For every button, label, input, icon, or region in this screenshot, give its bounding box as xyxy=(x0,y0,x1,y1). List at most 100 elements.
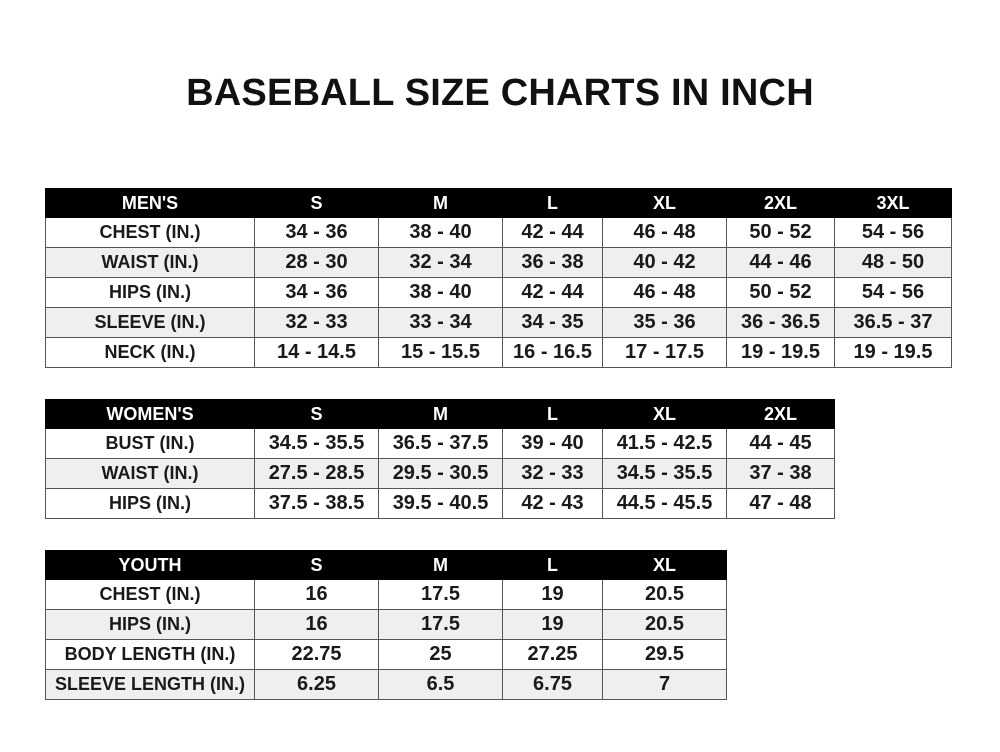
size-header: S xyxy=(254,550,379,580)
size-value: 34 - 35 xyxy=(502,307,603,338)
size-value: 35 - 36 xyxy=(602,307,727,338)
size-value: 27.25 xyxy=(502,639,603,670)
size-value: 17.5 xyxy=(378,609,503,640)
size-header: XL xyxy=(602,188,727,218)
measurement-label: BUST (IN.) xyxy=(45,428,255,459)
size-value: 6.25 xyxy=(254,669,379,700)
size-value: 34 - 36 xyxy=(254,217,379,248)
size-header: L xyxy=(502,188,603,218)
category-header: WOMEN'S xyxy=(45,399,255,429)
size-value: 36.5 - 37.5 xyxy=(378,428,503,459)
size-value: 42 - 44 xyxy=(502,277,603,308)
size-value: 19 - 19.5 xyxy=(726,337,835,368)
size-value: 46 - 48 xyxy=(602,217,727,248)
measurement-label: HIPS (IN.) xyxy=(45,609,255,640)
size-header: 2XL xyxy=(726,188,835,218)
measurement-label: SLEEVE (IN.) xyxy=(45,307,255,338)
size-value: 22.75 xyxy=(254,639,379,670)
size-value: 38 - 40 xyxy=(378,277,503,308)
size-value: 42 - 43 xyxy=(502,488,603,519)
table-row: CHEST (IN.) 34 - 36 38 - 40 42 - 44 46 - 48 5… xyxy=(45,217,952,248)
size-value: 46 - 48 xyxy=(602,277,727,308)
table-row: NECK (IN.) 14 - 14.5 15 - 15.5 16 - 16.5 17 … xyxy=(45,337,952,368)
table-row: BUST (IN.) 34.5 - 35.5 36.5 - 37.5 39 - 40 4… xyxy=(45,428,835,459)
size-value: 40 - 42 xyxy=(602,247,727,278)
size-value: 36.5 - 37 xyxy=(834,307,952,338)
category-header: YOUTH xyxy=(45,550,255,580)
table-row: HIPS (IN.) 37.5 - 38.5 39.5 - 40.5 42 - 43 4… xyxy=(45,488,835,519)
table-row: BODY LENGTH (IN.) 22.75 25 27.25 29.5 xyxy=(45,639,727,670)
size-value: 38 - 40 xyxy=(378,217,503,248)
size-header: M xyxy=(378,188,503,218)
size-header: 2XL xyxy=(726,399,835,429)
size-value: 19 xyxy=(502,579,603,610)
size-value: 50 - 52 xyxy=(726,277,835,308)
size-value: 32 - 33 xyxy=(254,307,379,338)
size-value: 16 xyxy=(254,609,379,640)
size-value: 28 - 30 xyxy=(254,247,379,278)
measurement-label: CHEST (IN.) xyxy=(45,217,255,248)
size-value: 20.5 xyxy=(602,609,727,640)
size-header: XL xyxy=(602,550,727,580)
measurement-label: WAIST (IN.) xyxy=(45,247,255,278)
size-value: 37 - 38 xyxy=(726,458,835,489)
measurement-label: BODY LENGTH (IN.) xyxy=(45,639,255,670)
size-header: M xyxy=(378,550,503,580)
size-header: L xyxy=(502,550,603,580)
table-row: HIPS (IN.) 34 - 36 38 - 40 42 - 44 46 - 48 50… xyxy=(45,277,952,308)
size-value: 36 - 38 xyxy=(502,247,603,278)
size-value: 39 - 40 xyxy=(502,428,603,459)
size-header: 3XL xyxy=(834,188,952,218)
header-row: WOMEN'S S M L XL 2XL xyxy=(45,399,835,429)
size-value: 6.5 xyxy=(378,669,503,700)
size-value: 33 - 34 xyxy=(378,307,503,338)
size-value: 54 - 56 xyxy=(834,277,952,308)
size-value: 36 - 36.5 xyxy=(726,307,835,338)
mens-size-table: MEN'S S M L XL 2XL 3XL CHEST (IN.) 34 - 36 38 - 4… xyxy=(45,188,952,368)
size-value: 50 - 52 xyxy=(726,217,835,248)
size-value: 54 - 56 xyxy=(834,217,952,248)
size-header: S xyxy=(254,188,379,218)
header-row: MEN'S S M L XL 2XL 3XL xyxy=(45,188,952,218)
size-value: 7 xyxy=(602,669,727,700)
size-value: 47 - 48 xyxy=(726,488,835,519)
size-value: 6.75 xyxy=(502,669,603,700)
womens-size-table: WOMEN'S S M L XL 2XL BUST (IN.) 34.5 - 35.5 36.5… xyxy=(45,399,835,519)
category-header: MEN'S xyxy=(45,188,255,218)
size-header: M xyxy=(378,399,503,429)
size-value: 32 - 34 xyxy=(378,247,503,278)
size-value: 14 - 14.5 xyxy=(254,337,379,368)
size-value: 25 xyxy=(378,639,503,670)
size-value: 16 xyxy=(254,579,379,610)
size-header: XL xyxy=(602,399,727,429)
measurement-label: WAIST (IN.) xyxy=(45,458,255,489)
table-row: SLEEVE (IN.) 32 - 33 33 - 34 34 - 35 35 - 36… xyxy=(45,307,952,338)
size-value: 29.5 xyxy=(602,639,727,670)
measurement-label: CHEST (IN.) xyxy=(45,579,255,610)
size-value: 37.5 - 38.5 xyxy=(254,488,379,519)
size-value: 42 - 44 xyxy=(502,217,603,248)
table-row: WAIST (IN.) 27.5 - 28.5 29.5 - 30.5 32 - 33… xyxy=(45,458,835,489)
table-row: CHEST (IN.) 16 17.5 19 20.5 xyxy=(45,579,727,610)
measurement-label: NECK (IN.) xyxy=(45,337,255,368)
measurement-label: SLEEVE LENGTH (IN.) xyxy=(45,669,255,700)
size-value: 41.5 - 42.5 xyxy=(602,428,727,459)
size-value: 16 - 16.5 xyxy=(502,337,603,368)
size-value: 44.5 - 45.5 xyxy=(602,488,727,519)
size-value: 17.5 xyxy=(378,579,503,610)
size-value: 32 - 33 xyxy=(502,458,603,489)
size-value: 19 xyxy=(502,609,603,640)
size-value: 34 - 36 xyxy=(254,277,379,308)
measurement-label: HIPS (IN.) xyxy=(45,277,255,308)
youth-size-table: YOUTH S M L XL CHEST (IN.) 16 17.5 19 20.5 HIPS (I… xyxy=(45,550,727,700)
size-value: 39.5 - 40.5 xyxy=(378,488,503,519)
table-row: HIPS (IN.) 16 17.5 19 20.5 xyxy=(45,609,727,640)
size-value: 44 - 46 xyxy=(726,247,835,278)
size-value: 29.5 - 30.5 xyxy=(378,458,503,489)
size-value: 15 - 15.5 xyxy=(378,337,503,368)
table-row: WAIST (IN.) 28 - 30 32 - 34 36 - 38 40 - 42 4… xyxy=(45,247,952,278)
size-value: 17 - 17.5 xyxy=(602,337,727,368)
size-value: 19 - 19.5 xyxy=(834,337,952,368)
size-value: 27.5 - 28.5 xyxy=(254,458,379,489)
size-header: S xyxy=(254,399,379,429)
